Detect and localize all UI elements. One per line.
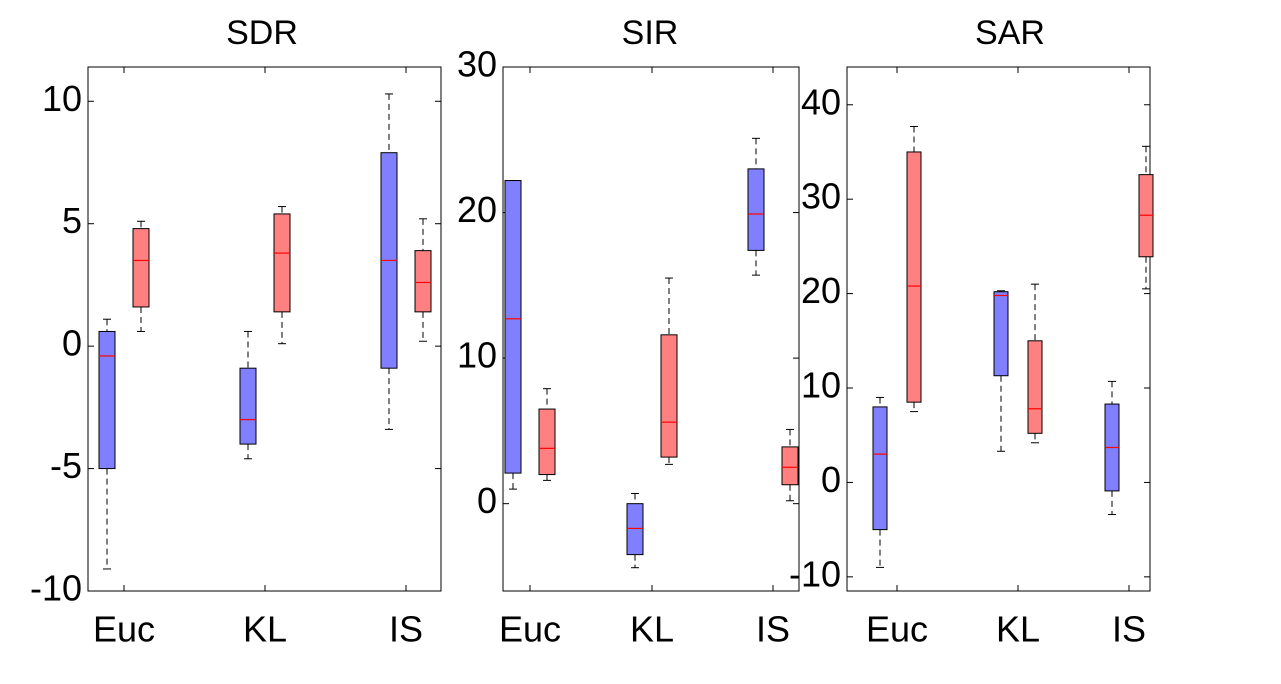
sdr-kl-box-2-iqr (273, 213, 291, 313)
sdr-ytick-label: -5 (50, 445, 82, 486)
sar-ytick-label: 30 (801, 176, 841, 217)
sar-kl-box-1 (993, 290, 1009, 452)
sir-kl-box-2 (660, 277, 678, 465)
sir-euc-box-1 (504, 180, 522, 490)
sar-xtick-label: IS (1112, 609, 1146, 650)
sar-kl-box-2-iqr (1027, 340, 1043, 434)
sdr-ytick-label: 0 (62, 323, 82, 364)
sar-euc-box-2-iqr (906, 151, 922, 403)
sir-is-box-1 (747, 137, 765, 276)
sar-axes-frame (846, 66, 1151, 592)
sar-euc-box-1-iqr (872, 406, 888, 531)
sir-xtick-label: IS (756, 609, 790, 650)
sar-euc-box-1 (872, 396, 888, 568)
sir-axes-frame (502, 66, 800, 592)
sar-ytick-label: 0 (821, 459, 841, 500)
sdr-euc-box-2-iqr (132, 228, 150, 308)
panel-sar: SAR -10 0 10 20 30 40 Euc KL IS (789, 14, 1154, 650)
sar-euc-box-2 (906, 125, 922, 413)
sdr-is-box-2 (414, 218, 432, 342)
sar-is-box-2 (1138, 145, 1154, 290)
sdr-is-box-1 (380, 93, 398, 430)
sir-is-box-2-iqr (781, 446, 799, 486)
sir-ytick-label: 30 (457, 44, 497, 85)
sar-xtick-label: Euc (866, 609, 928, 650)
sdr-xtick-label: KL (243, 609, 287, 650)
sar-ytick-label: 40 (801, 81, 841, 122)
sdr-euc-box-1 (98, 318, 116, 570)
sdr-kl-box-1 (239, 330, 257, 460)
sir-ytick-label: 0 (477, 480, 497, 521)
sdr-ytick-label: 10 (42, 78, 82, 119)
sdr-euc-box-2 (132, 220, 150, 332)
sdr-xtick-label: IS (389, 609, 423, 650)
sdr-kl-box-1-iqr (239, 367, 257, 445)
sir-title: SIR (622, 14, 679, 52)
sar-kl-box-2 (1027, 283, 1043, 444)
sdr-euc-box-1-iqr (98, 330, 116, 470)
sir-euc-box-1-iqr (504, 180, 522, 474)
sdr-xtick-label: Euc (93, 609, 155, 650)
sdr-title: SDR (226, 14, 298, 52)
sir-xtick-label: KL (630, 609, 674, 650)
panel-sdr: SDR -10 -5 0 5 10 Euc KL IS (30, 14, 442, 650)
sdr-is-box-2-iqr (414, 250, 432, 313)
sar-is-box-1 (1104, 380, 1120, 516)
panel-sir: SIR 0 10 20 30 Euc KL IS (457, 14, 800, 650)
sir-kl-box-1 (626, 492, 644, 569)
sir-xtick-label: Euc (499, 609, 561, 650)
sar-ytick-label: 10 (801, 365, 841, 406)
sdr-kl-box-2 (273, 206, 291, 345)
sir-is-box-2 (781, 428, 799, 502)
sar-ytick-label: 20 (801, 270, 841, 311)
sdr-ytick-label: 5 (62, 200, 82, 241)
sar-title: SAR (975, 14, 1045, 52)
sar-kl-box-1-iqr (993, 291, 1009, 377)
sir-euc-box-2-iqr (538, 408, 556, 476)
sir-ytick-label: 20 (457, 189, 497, 230)
sdr-ytick-label: -10 (30, 568, 82, 609)
sir-kl-box-1-iqr (626, 503, 644, 556)
sir-euc-box-2 (538, 388, 556, 481)
sir-kl-box-2-iqr (660, 334, 678, 458)
sar-ytick-label: -10 (789, 553, 841, 594)
sar-xtick-label: KL (996, 609, 1040, 650)
sir-ytick-label: 10 (457, 335, 497, 376)
sir-is-box-1-iqr (747, 168, 765, 251)
